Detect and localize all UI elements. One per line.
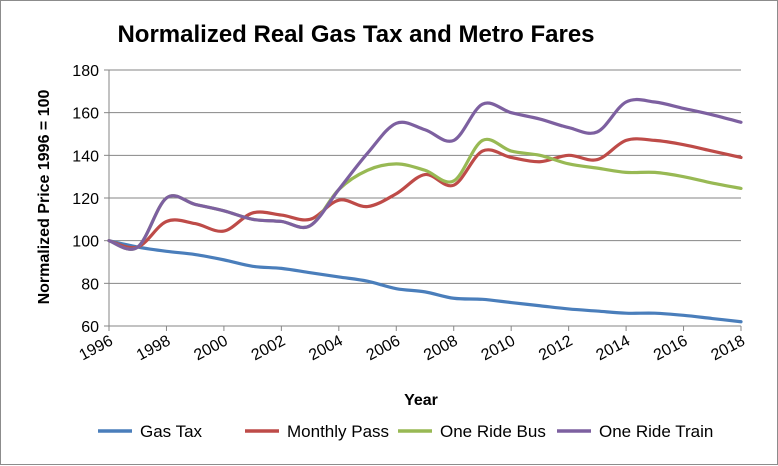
y-tick-label: 80 [81,276,99,293]
chart-title: Normalized Real Gas Tax and Metro Fares [117,21,594,48]
x-axis-label: Year [404,392,438,409]
legend-item: One Ride Bus [398,422,546,441]
x-tick-label: 2010 [479,332,518,364]
legend-label: Gas Tax [140,422,203,441]
x-tick-label: 2002 [249,332,288,364]
x-tick-label: 1998 [134,332,173,364]
series-line-gas-tax [107,239,743,324]
x-tick-label: 2000 [191,332,230,364]
x-tick-label: 2018 [708,332,747,364]
legend-item: Monthly Pass [245,422,389,441]
x-tick-labels: 1996 1998 2000 2002 2004 2006 2008 2010 2012 2014… [76,332,747,364]
x-tick-label: 2016 [651,332,690,364]
series-line-one-ride-train [107,97,743,251]
legend-item: Gas Tax [98,422,203,441]
x-tick-label: 1996 [76,332,115,364]
legend-item: One Ride Train [557,422,713,441]
y-tick-label: 100 [72,234,99,251]
y-tick-label: 160 [72,106,99,123]
x-tick-label: 2012 [536,332,575,364]
x-tick-label: 2004 [306,332,345,364]
legend-label: Monthly Pass [287,422,389,441]
y-tick-label: 140 [72,148,99,165]
legend-label: One Ride Train [599,422,713,441]
gridlines [104,69,741,327]
legend-label: One Ride Bus [440,422,546,441]
series-lines [107,97,743,324]
series-line-monthly-pass [107,137,743,250]
y-tick-label: 120 [72,191,99,208]
y-tick-labels: 60 80 100 120 140 160 180 [72,63,99,336]
y-tick-label: 180 [72,63,99,80]
legend: Gas Tax Monthly Pass One Ride Bus One Ride … [98,422,713,441]
axes [108,70,742,331]
y-tick-label: 60 [81,319,99,336]
x-tick-label: 2008 [421,332,460,364]
x-tick-label: 2006 [364,332,403,364]
x-tick-label: 2014 [594,332,633,364]
y-axis-label: Normalized Price 1996 = 100 [36,90,53,305]
